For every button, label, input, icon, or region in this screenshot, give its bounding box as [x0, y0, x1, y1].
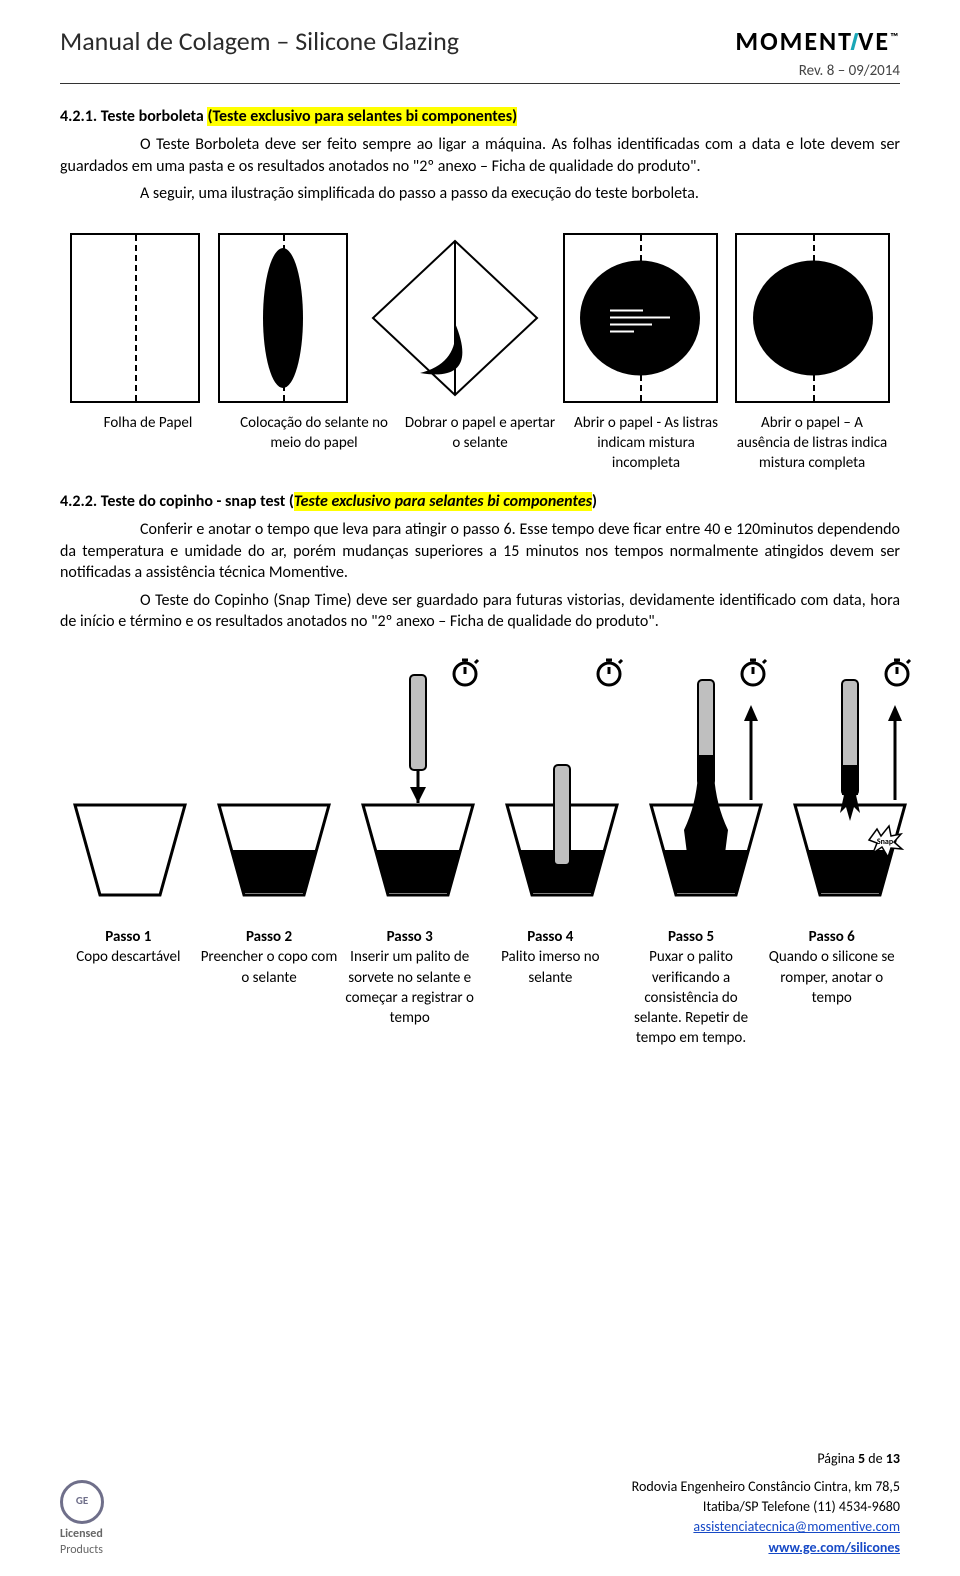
- step2-desc: Preencher o copo com o selante: [201, 948, 338, 986]
- s421-p2: A seguir, uma ilustração simplificada do…: [60, 183, 900, 205]
- step-cap: Passo 4Palito imerso no selante: [482, 927, 619, 1049]
- step-cap: Passo 3Inserir um palito de sorvete no s…: [341, 927, 478, 1049]
- revision: Rev. 8 – 09/2014: [735, 61, 900, 81]
- s422-p1: Conferir e anotar o tempo que leva para …: [60, 519, 900, 584]
- step4-desc: Palito imerso no selante: [501, 948, 600, 986]
- step3-fig: [348, 655, 488, 905]
- s422-num: 4.2.2.: [60, 492, 97, 511]
- s421-plain: Teste borboleta: [101, 107, 208, 126]
- clock-icon: [592, 655, 626, 689]
- s422-close: ): [592, 492, 597, 511]
- snaptest-captions: Passo 1Copo descartável Passo 2Preencher…: [60, 927, 900, 1049]
- step6-title: Passo 6: [763, 927, 900, 947]
- step6-fig: Snap: [780, 655, 920, 905]
- s422-heading: 4.2.2. Teste do copinho - snap test (Tes…: [60, 491, 900, 513]
- cap2: Colocação do selante no meio do papel: [236, 413, 392, 474]
- step-cap: Passo 2Preencher o copo com o selante: [201, 927, 338, 1049]
- step4-fig: [492, 655, 632, 905]
- diagram-fold: [365, 233, 545, 403]
- clock-icon: [880, 655, 914, 689]
- step1-desc: Copo descartável: [76, 948, 180, 966]
- snaptest-diagrams: Snap: [60, 655, 900, 905]
- licensed: Licensed: [60, 1527, 103, 1541]
- snap-label: Snap: [877, 837, 894, 847]
- step-cap: Passo 6Quando o silicone se romper, anot…: [763, 927, 900, 1049]
- s421-num: 4.2.1.: [60, 107, 97, 126]
- footer: GE Licensed Products Página 5 de 13 Rodo…: [60, 1449, 900, 1558]
- step5-title: Passo 5: [623, 927, 760, 947]
- brand-block: MOMENTIVE™ Rev. 8 – 09/2014: [735, 24, 900, 81]
- cap5: Abrir o papel – A ausência de listras in…: [734, 413, 890, 474]
- cap3: Dobrar o papel e apertar o selante: [402, 413, 558, 474]
- s422-plain: Teste do copinho - snap test (: [101, 492, 294, 511]
- step2-fig: [204, 655, 344, 905]
- footer-site-link[interactable]: www.ge.com/silicones: [768, 1539, 900, 1556]
- products: Products: [60, 1542, 104, 1558]
- step1-title: Passo 1: [60, 927, 197, 947]
- footer-email-link[interactable]: assistenciatecnica@momentive.com: [693, 1518, 900, 1535]
- footer-address: Página 5 de 13 Rodovia Engenheiro Constâ…: [632, 1449, 900, 1558]
- step4-title: Passo 4: [482, 927, 619, 947]
- doc-title: Manual de Colagem – Silicone Glazing: [60, 24, 459, 59]
- cap1: Folha de Papel: [70, 413, 226, 474]
- diagram-stripes: [563, 233, 718, 403]
- cap4: Abrir o papel - As listras indicam mistu…: [568, 413, 724, 474]
- step2-title: Passo 2: [201, 927, 338, 947]
- addr-line1: Rodovia Engenheiro Constâncio Cintra, km…: [632, 1477, 900, 1497]
- s421-hl: (Teste exclusivo para selantes bi compon…: [207, 107, 517, 126]
- step-cap: Passo 5Puxar o palito verificando a cons…: [623, 927, 760, 1049]
- s422-hl: Teste exclusivo para selantes bi compone…: [294, 492, 592, 511]
- step3-desc: Inserir um palito de sorvete no selante …: [345, 948, 474, 1027]
- ge-logo-icon: GE: [60, 1480, 104, 1524]
- step5-fig: [636, 655, 776, 905]
- step5-desc: Puxar o palito verificando a consistênci…: [634, 948, 748, 1047]
- step-cap: Passo 1Copo descartável: [60, 927, 197, 1049]
- butterfly-captions: Folha de Papel Colocação do selante no m…: [70, 413, 890, 474]
- page-label: Página: [817, 1450, 858, 1467]
- s421-heading: 4.2.1. Teste borboleta (Teste exclusivo …: [60, 106, 900, 128]
- header-rule: [60, 83, 900, 84]
- diagram-clean: [735, 233, 890, 403]
- clock-icon: [448, 655, 482, 689]
- diagram-sealant: [218, 233, 348, 403]
- s421-p1: O Teste Borboleta deve ser feito sempre …: [60, 134, 900, 177]
- step1-fig: [60, 655, 200, 905]
- page-of: de: [865, 1450, 886, 1467]
- s422-p2: O Teste do Copinho (Snap Time) deve ser …: [60, 590, 900, 633]
- diagram-paper: [70, 233, 200, 403]
- brand-tm: ™: [890, 30, 900, 43]
- clock-icon: [736, 655, 770, 689]
- brand-logo: MOMENTIVE™: [735, 24, 900, 59]
- ge-block: GE Licensed Products: [60, 1480, 104, 1558]
- page-total: 13: [886, 1450, 900, 1467]
- butterfly-diagrams: [70, 233, 890, 403]
- brand-a: MOMENT: [735, 25, 853, 57]
- step6-desc: Quando o silicone se romper, anotar o te…: [769, 948, 895, 1007]
- addr-line2: Itatiba/SP Telefone (11) 4534-9680: [632, 1497, 900, 1517]
- step3-title: Passo 3: [341, 927, 478, 947]
